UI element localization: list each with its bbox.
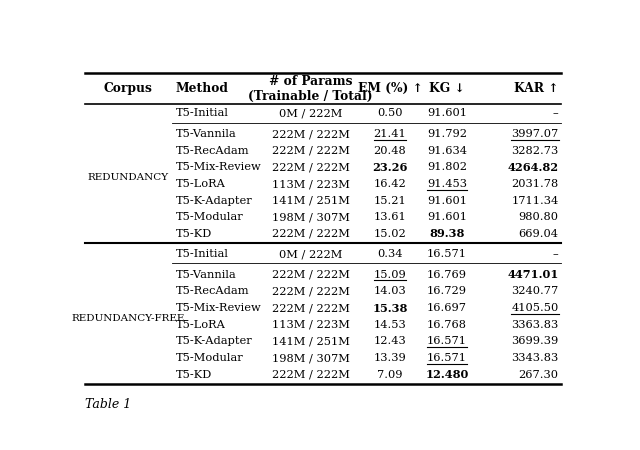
Text: 91.601: 91.601 <box>427 212 467 222</box>
Text: 15.38: 15.38 <box>372 302 408 314</box>
Text: T5-K-Adapter: T5-K-Adapter <box>176 196 252 206</box>
Text: 0M / 222M: 0M / 222M <box>279 108 342 118</box>
Text: 0M / 222M: 0M / 222M <box>279 249 342 259</box>
Text: 89.38: 89.38 <box>429 229 465 239</box>
Text: –: – <box>553 108 559 118</box>
Text: 91.601: 91.601 <box>427 196 467 206</box>
Text: 4105.50: 4105.50 <box>511 303 559 313</box>
Text: 0.34: 0.34 <box>377 249 403 259</box>
Text: EM (%) ↑: EM (%) ↑ <box>358 82 422 95</box>
Text: T5-KD: T5-KD <box>176 229 212 239</box>
Text: T5-Mix-Review: T5-Mix-Review <box>176 303 262 313</box>
Text: 16.729: 16.729 <box>427 287 467 297</box>
Text: 13.61: 13.61 <box>374 212 406 222</box>
Text: 3343.83: 3343.83 <box>511 353 559 363</box>
Text: T5-K-Adapter: T5-K-Adapter <box>176 337 252 347</box>
Text: 267.30: 267.30 <box>518 369 559 380</box>
Text: 980.80: 980.80 <box>518 212 559 222</box>
Text: 2031.78: 2031.78 <box>511 179 559 189</box>
Text: 91.792: 91.792 <box>427 129 467 139</box>
Text: 4264.82: 4264.82 <box>508 162 559 173</box>
Text: 14.03: 14.03 <box>374 287 406 297</box>
Text: T5-RecAdam: T5-RecAdam <box>176 287 250 297</box>
Text: T5-Mix-Review: T5-Mix-Review <box>176 162 262 172</box>
Text: T5-RecAdam: T5-RecAdam <box>176 146 250 156</box>
Text: 222M / 222M: 222M / 222M <box>272 129 349 139</box>
Text: 222M / 222M: 222M / 222M <box>272 287 349 297</box>
Text: 141M / 251M: 141M / 251M <box>272 337 349 347</box>
Text: 222M / 222M: 222M / 222M <box>272 270 349 280</box>
Text: Corpus: Corpus <box>104 82 153 95</box>
Text: 222M / 222M: 222M / 222M <box>272 162 349 172</box>
Text: 15.09: 15.09 <box>374 270 406 280</box>
Text: 3699.39: 3699.39 <box>511 337 559 347</box>
Text: 15.02: 15.02 <box>374 229 406 239</box>
Text: T5-Modular: T5-Modular <box>176 353 243 363</box>
Text: 669.04: 669.04 <box>518 229 559 239</box>
Text: T5-Initial: T5-Initial <box>176 108 228 118</box>
Text: 4471.01: 4471.01 <box>508 270 559 280</box>
Text: 14.53: 14.53 <box>374 320 406 330</box>
Text: 113M / 223M: 113M / 223M <box>272 320 349 330</box>
Text: 23.26: 23.26 <box>372 162 408 173</box>
Text: 222M / 222M: 222M / 222M <box>272 146 349 156</box>
Text: 16.697: 16.697 <box>427 303 467 313</box>
Text: KG ↓: KG ↓ <box>429 82 465 95</box>
Text: T5-Vannila: T5-Vannila <box>176 270 236 280</box>
Text: 91.453: 91.453 <box>427 179 467 189</box>
Text: 16.42: 16.42 <box>374 179 406 189</box>
Text: T5-KD: T5-KD <box>176 369 212 380</box>
Text: 198M / 307M: 198M / 307M <box>272 353 349 363</box>
Text: 1711.34: 1711.34 <box>511 196 559 206</box>
Text: 91.634: 91.634 <box>427 146 467 156</box>
Text: 16.571: 16.571 <box>427 249 467 259</box>
Text: 16.571: 16.571 <box>427 337 467 347</box>
Text: 91.601: 91.601 <box>427 108 467 118</box>
Text: 222M / 222M: 222M / 222M <box>272 229 349 239</box>
Text: 13.39: 13.39 <box>374 353 406 363</box>
Text: 15.21: 15.21 <box>374 196 406 206</box>
Text: 21.41: 21.41 <box>374 129 406 139</box>
Text: Table 1: Table 1 <box>85 398 131 411</box>
Text: 113M / 223M: 113M / 223M <box>272 179 349 189</box>
Text: 3282.73: 3282.73 <box>511 146 559 156</box>
Text: 222M / 222M: 222M / 222M <box>272 303 349 313</box>
Text: REDUNDANCY-FREE: REDUNDANCY-FREE <box>72 314 185 323</box>
Text: 3363.83: 3363.83 <box>511 320 559 330</box>
Text: 222M / 222M: 222M / 222M <box>272 369 349 380</box>
Text: KAR ↑: KAR ↑ <box>514 82 559 95</box>
Text: 3240.77: 3240.77 <box>511 287 559 297</box>
Text: # of Params
(Trainable / Total): # of Params (Trainable / Total) <box>248 75 373 103</box>
Text: T5-Modular: T5-Modular <box>176 212 243 222</box>
Text: –: – <box>553 249 559 259</box>
Text: 12.43: 12.43 <box>374 337 406 347</box>
Text: 20.48: 20.48 <box>374 146 406 156</box>
Text: 91.802: 91.802 <box>427 162 467 172</box>
Text: T5-Initial: T5-Initial <box>176 249 228 259</box>
Text: 12.480: 12.480 <box>426 369 468 380</box>
Text: T5-LoRA: T5-LoRA <box>176 320 226 330</box>
Text: 198M / 307M: 198M / 307M <box>272 212 349 222</box>
Text: T5-Vannila: T5-Vannila <box>176 129 236 139</box>
Text: REDUNDANCY: REDUNDANCY <box>88 173 169 182</box>
Text: Method: Method <box>176 82 228 95</box>
Text: T5-LoRA: T5-LoRA <box>176 179 226 189</box>
Text: 0.50: 0.50 <box>377 108 403 118</box>
Text: 16.768: 16.768 <box>427 320 467 330</box>
Text: 141M / 251M: 141M / 251M <box>272 196 349 206</box>
Text: 16.769: 16.769 <box>427 270 467 280</box>
Text: 16.571: 16.571 <box>427 353 467 363</box>
Text: 3997.07: 3997.07 <box>511 129 559 139</box>
Text: 7.09: 7.09 <box>377 369 403 380</box>
